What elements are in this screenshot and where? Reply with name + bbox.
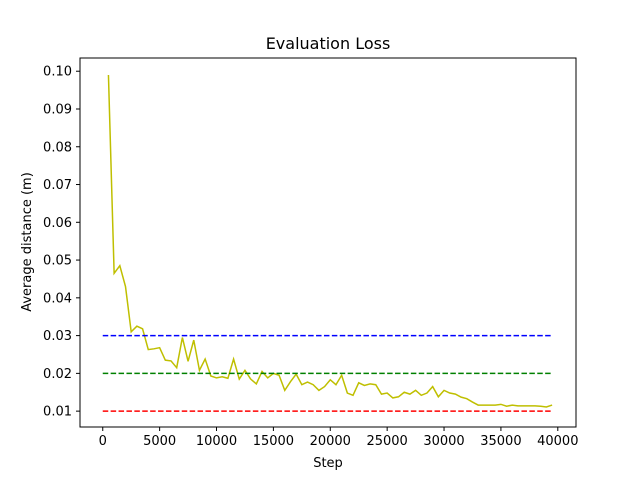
chart-title: Evaluation Loss	[266, 34, 391, 53]
y-tick-label: 0.09	[43, 102, 72, 117]
x-axis: 0 5000 10000 15000 20000 25000 30000 35000 40000	[99, 427, 578, 449]
x-tick-label: 5000	[143, 434, 176, 449]
y-tick-label: 0.08	[43, 140, 72, 155]
y-tick-label: 0.10	[43, 65, 72, 80]
x-tick-label: 20000	[310, 434, 351, 449]
y-tick-label: 0.06	[43, 216, 72, 231]
axes-frame	[79, 57, 577, 428]
loss-series-line	[107, 74, 553, 408]
plot-area	[102, 74, 553, 412]
y-tick-label: 0.03	[43, 329, 72, 344]
y-tick-label: 0.07	[43, 178, 72, 193]
x-tick-label: 15000	[253, 434, 294, 449]
x-tick-label: 25000	[366, 434, 407, 449]
y-tick-label: 0.04	[43, 291, 72, 306]
y-tick-label: 0.02	[43, 367, 72, 382]
x-axis-label: Step	[313, 456, 343, 471]
x-tick-label: 10000	[196, 434, 237, 449]
y-axis-label: Average distance (m)	[20, 172, 35, 312]
x-tick-label: 30000	[423, 434, 464, 449]
x-tick-label: 40000	[537, 434, 578, 449]
y-axis: 0.01 0.02 0.03 0.04 0.05 0.06 0.07 0.08 0.09 0.10	[43, 65, 80, 420]
x-tick-label: 35000	[480, 434, 521, 449]
y-tick-label: 0.01	[43, 405, 72, 420]
x-tick-label: 0	[99, 434, 107, 449]
y-tick-label: 0.05	[43, 254, 72, 269]
